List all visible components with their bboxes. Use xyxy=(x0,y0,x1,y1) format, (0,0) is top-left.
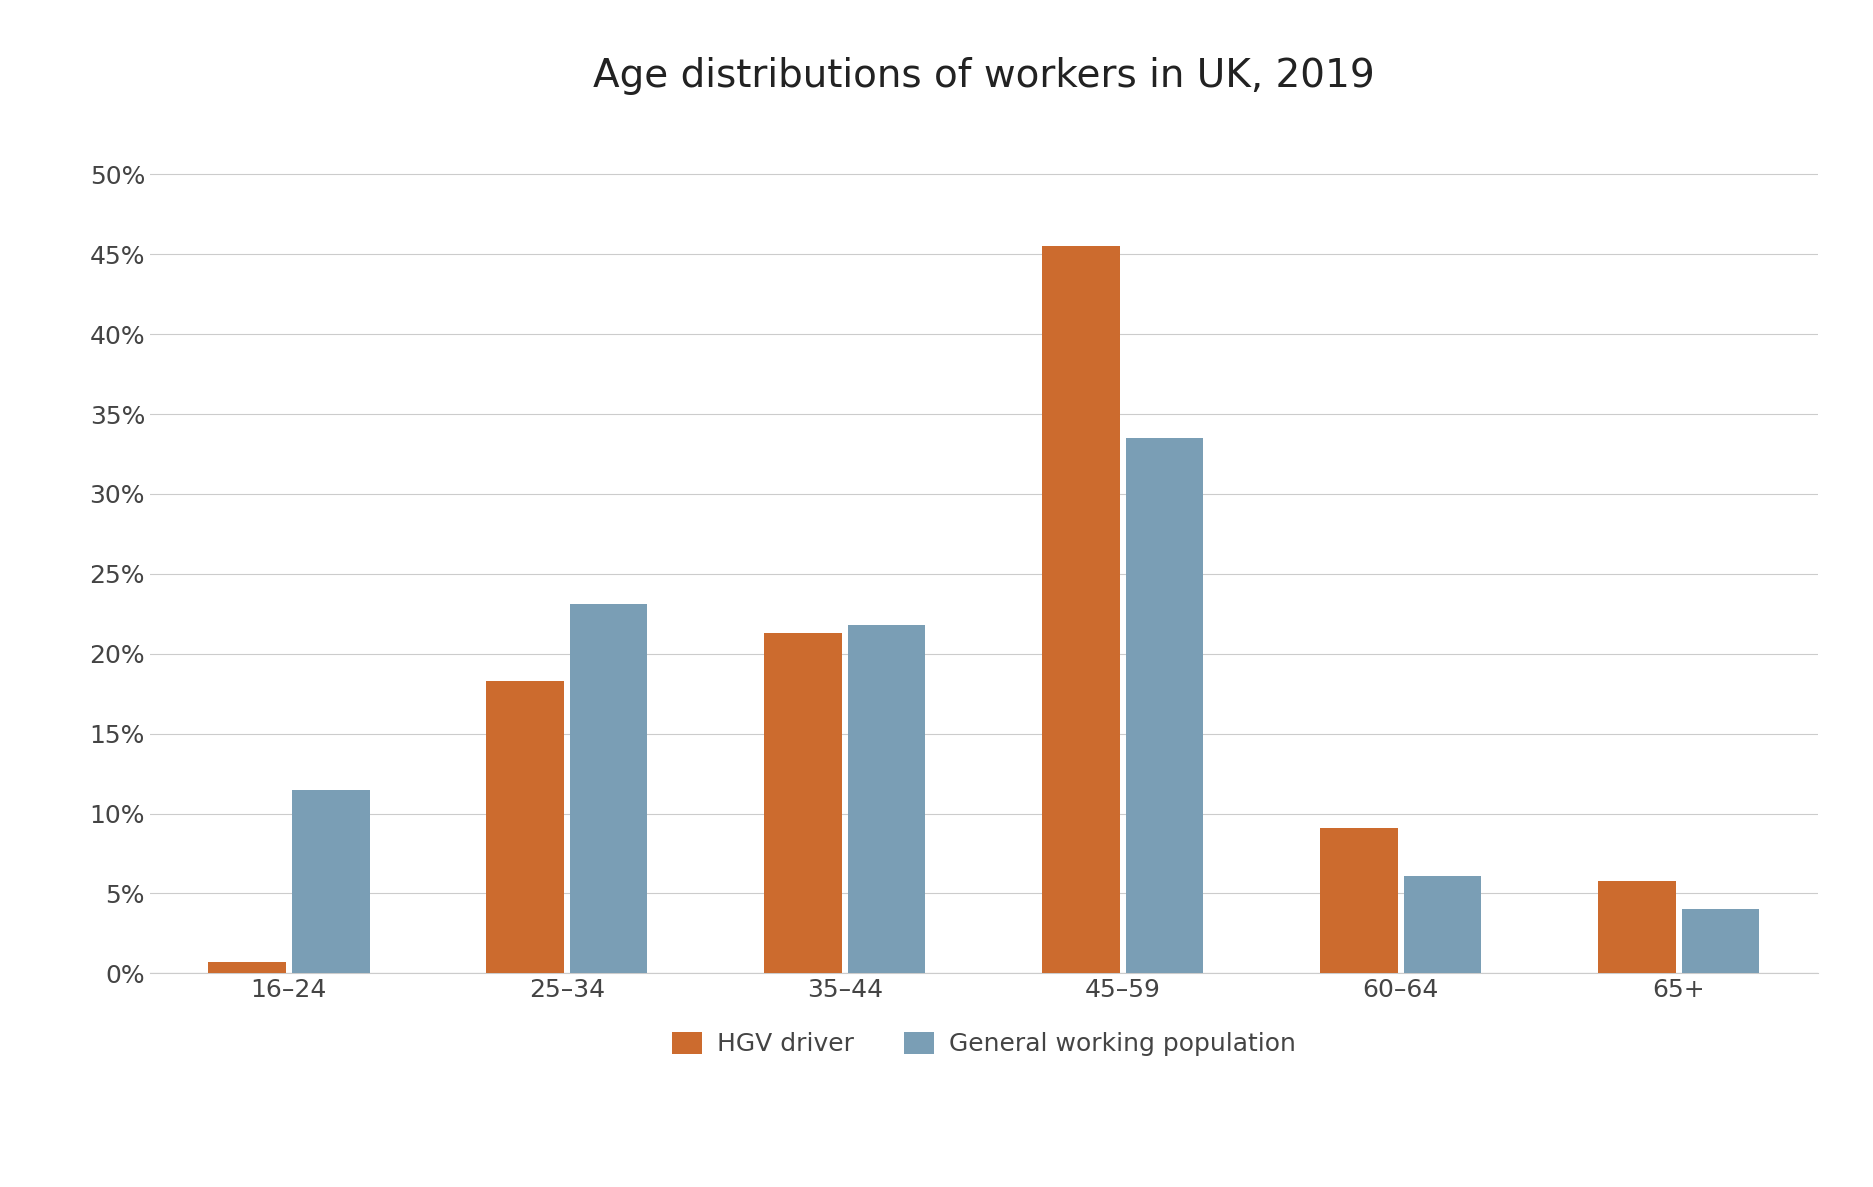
Legend: HGV driver, General working population: HGV driver, General working population xyxy=(659,1020,1307,1068)
Bar xyxy=(569,604,648,973)
Bar xyxy=(208,963,287,973)
Bar xyxy=(1319,829,1397,973)
Bar xyxy=(847,626,925,973)
Bar xyxy=(764,633,841,973)
Title: Age distributions of workers in UK, 2019: Age distributions of workers in UK, 2019 xyxy=(592,57,1375,95)
Bar xyxy=(292,789,369,973)
Bar xyxy=(1680,909,1759,973)
Bar xyxy=(1598,881,1674,973)
Bar xyxy=(485,681,564,973)
Bar xyxy=(1041,247,1120,973)
Bar xyxy=(1126,438,1202,973)
Bar xyxy=(1403,876,1482,973)
